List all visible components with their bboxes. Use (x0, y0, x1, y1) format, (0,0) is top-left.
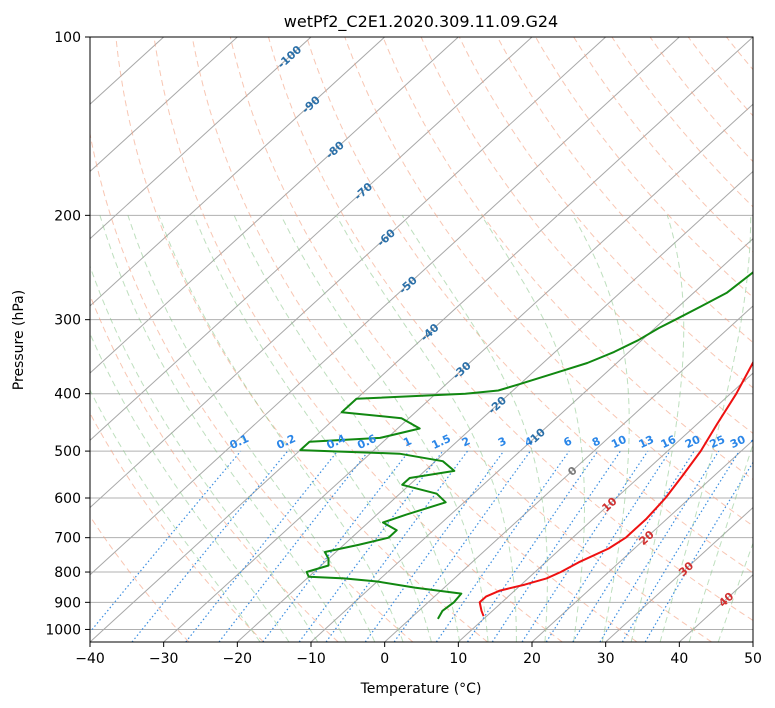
moist-adiabat (630, 215, 685, 642)
mixing-ratio-line (131, 450, 289, 642)
y-tick-label: 200 (54, 208, 81, 224)
mixing-ratio-line (185, 450, 339, 642)
dewpoint-profile-line (299, 270, 753, 620)
y-tick-label: 1000 (45, 622, 81, 638)
isotherm (752, 641, 753, 642)
isotherm (384, 305, 753, 642)
y-tick-label: 100 (54, 30, 81, 46)
moist-adiabat (480, 215, 585, 642)
moist-adiabat (335, 215, 517, 642)
profile-series (299, 270, 753, 620)
temperature-profile-line (478, 360, 753, 617)
mixing-ratio-label: 25 (708, 433, 727, 451)
x-axis: −40 −30 −20 −10 0 10 20 30 40 50 (75, 642, 762, 667)
dry-adiabat (191, 37, 638, 642)
isotherm (310, 237, 753, 642)
y-tick-label: 600 (54, 491, 81, 507)
mixing-ratio-label: 36 (749, 433, 769, 451)
isotherm (90, 37, 386, 307)
dry-adiabat (306, 37, 753, 574)
moist-adiabat (233, 215, 461, 642)
dry-adiabat (573, 37, 753, 253)
mixing-ratio-line (621, 450, 740, 642)
x-tick-label: 0 (380, 651, 389, 667)
mixing-ratio-label: 20 (683, 433, 703, 451)
dry-adiabat (153, 37, 563, 642)
moist-adiabat (572, 215, 630, 642)
mixing-ratio-label: 10 (609, 433, 629, 451)
x-tick-label: 10 (449, 651, 467, 667)
moist-adiabat (401, 215, 548, 642)
dry-adiabat (458, 37, 753, 389)
x-tick-label: −20 (223, 651, 253, 667)
mixing-ratio-line (545, 450, 671, 642)
y-tick-label: 500 (54, 444, 81, 460)
isotherm (605, 506, 753, 642)
mixing-ratio-line (262, 450, 410, 642)
isotherm (531, 439, 753, 642)
mixing-ratio-label: 16 (659, 433, 679, 451)
x-axis-label: Temperature (°C) (360, 681, 482, 697)
dry-adiabat (765, 37, 775, 642)
mixing-ratio-line (218, 450, 369, 642)
mixing-ratio-line (599, 450, 720, 642)
x-tick-label: −10 (296, 651, 326, 667)
dry-adiabat (229, 37, 712, 642)
x-tick-label: 50 (744, 651, 762, 667)
moist-adiabat (158, 215, 404, 642)
dry-adiabat (420, 37, 753, 434)
x-tick-label: 40 (670, 651, 688, 667)
dry-adiabat (382, 37, 753, 481)
dry-adiabat (344, 37, 753, 527)
dry-adiabat (90, 131, 414, 642)
mixing-ratio-line (90, 450, 242, 633)
isotherm (90, 37, 753, 642)
y-tick-label: 800 (54, 565, 81, 581)
mixing-ratio-label: 30 (728, 433, 748, 451)
isotherm (90, 37, 312, 240)
dry-adiabat (649, 37, 753, 163)
plot-frame (89, 36, 754, 643)
moist-adiabat (127, 215, 376, 642)
dry-adiabat (268, 37, 753, 622)
isotherm (236, 170, 753, 642)
y-axis: 100 200 300 400 500 600 700 800 900 1000 (45, 30, 90, 638)
moist-adiabat (90, 332, 290, 642)
dry-adiabat (496, 37, 753, 344)
mixing-ratio-line (466, 450, 599, 642)
moist-adiabat (90, 264, 319, 642)
y-tick-label: 700 (54, 531, 81, 547)
mixing-ratio-label: 13 (637, 433, 656, 451)
dry-adiabat (90, 293, 339, 642)
x-tick-label: −40 (75, 651, 105, 667)
y-tick-label: 300 (54, 313, 81, 329)
y-tick-label: 900 (54, 595, 81, 611)
mixing-ratio-line (393, 450, 531, 642)
chart-title: wetPf2_C2E1.2020.309.11.09.G24 (284, 12, 558, 32)
y-tick-label: 400 (54, 387, 81, 403)
isotherm (90, 37, 680, 576)
moist-adiabat (688, 442, 753, 642)
isotherm (90, 37, 607, 509)
isotherm (163, 103, 753, 642)
isotherm (90, 37, 238, 173)
mixing-ratio-line (572, 450, 695, 642)
mixing-ratio-line (644, 461, 753, 642)
x-tick-label: −30 (149, 651, 179, 667)
mixing-ratio-line (364, 450, 505, 642)
isotherm (457, 372, 753, 642)
x-tick-label: 20 (523, 651, 541, 667)
background-lines (90, 37, 775, 642)
moist-adiabat (99, 215, 347, 642)
y-axis-label: Pressure (hPa) (11, 290, 27, 390)
x-tick-label: 30 (597, 651, 615, 667)
isotherm (90, 37, 459, 374)
dry-adiabat (90, 412, 264, 642)
moist-adiabat (193, 215, 432, 642)
isotherm (90, 37, 533, 442)
